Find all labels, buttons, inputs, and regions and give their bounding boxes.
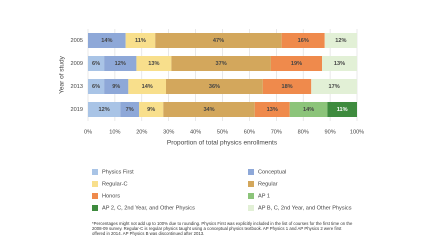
legend-label: Conceptual — [258, 169, 286, 175]
legend-swatch — [248, 181, 254, 187]
legend-swatch — [92, 205, 98, 211]
chart: Year of study Proportion of total physic… — [59, 29, 364, 211]
bar-segment — [128, 79, 167, 94]
bar-segment — [88, 56, 105, 71]
legend-label: Honors — [102, 193, 120, 199]
bar-segment — [155, 33, 282, 48]
data-label: 37% — [216, 61, 227, 67]
bar-segment — [104, 56, 137, 71]
bar-segment — [120, 102, 140, 117]
data-label: 47% — [213, 38, 224, 44]
x-tick-label: 30% — [163, 129, 174, 135]
bar-segment — [289, 102, 328, 117]
bar-segment — [311, 79, 357, 94]
legend-label: AP B, C, 2nd Year, and Other Physics — [258, 205, 352, 211]
x-tick-label: 90% — [324, 129, 335, 135]
data-label: 34% — [203, 107, 214, 113]
data-label: 16% — [298, 38, 309, 44]
data-label: 7% — [126, 107, 134, 113]
legend-swatch — [92, 169, 98, 175]
data-label: 11% — [337, 107, 348, 113]
x-tick-label: 0% — [84, 129, 92, 135]
bar-segment — [171, 56, 271, 71]
bar-segment — [322, 56, 357, 71]
data-label: 12% — [99, 107, 110, 113]
x-tick-label: 10% — [109, 129, 120, 135]
bar-segment — [262, 79, 312, 94]
data-label: 19% — [291, 61, 302, 67]
bar-segment — [88, 79, 105, 94]
y-tick-label: 2019 — [71, 107, 83, 113]
y-tick-label: 2009 — [71, 61, 83, 67]
data-label: 14% — [303, 107, 314, 113]
data-label: 36% — [209, 84, 220, 90]
bar-segment — [163, 102, 255, 117]
data-label: 9% — [112, 84, 120, 90]
data-label: 14% — [101, 38, 112, 44]
bar-segment — [324, 33, 357, 48]
bar-segment — [104, 79, 129, 94]
x-tick-label: 20% — [136, 129, 147, 135]
x-axis-title: Proportion of total physics enrollments — [167, 140, 278, 147]
data-label: 14% — [142, 84, 153, 90]
y-tick-label: 2005 — [71, 38, 83, 44]
legend-label: Regular-C — [102, 181, 128, 187]
legend-swatch — [248, 193, 254, 199]
bar-segment — [166, 79, 263, 94]
x-tick-label: 60% — [244, 129, 255, 135]
bar-segment — [327, 102, 357, 117]
legend-swatch — [92, 193, 98, 199]
x-tick-label: 80% — [298, 129, 309, 135]
data-label: 11% — [135, 38, 146, 44]
x-tick-label: 40% — [190, 129, 201, 135]
data-label: 17% — [329, 84, 340, 90]
data-label: 13% — [148, 61, 159, 67]
x-tick-label: 100% — [350, 129, 364, 135]
data-label: 6% — [92, 84, 100, 90]
data-label: 9% — [147, 107, 155, 113]
y-tick-label: 2013 — [71, 84, 83, 90]
bar-segment — [139, 102, 164, 117]
data-label: 6% — [92, 61, 100, 67]
x-tick-label: 70% — [271, 129, 282, 135]
bar-segment — [136, 56, 172, 71]
legend-swatch — [248, 205, 254, 211]
footnote: *Percentages might not add up to 100% du… — [92, 221, 353, 237]
bar-segment — [281, 33, 325, 48]
x-tick-label: 50% — [217, 129, 228, 135]
bar-segment — [88, 33, 126, 48]
legend-label: Physics First — [102, 169, 134, 175]
data-label: 12% — [335, 38, 346, 44]
legend-label: AP 1 — [258, 193, 270, 199]
legend-swatch — [248, 169, 254, 175]
data-label: 18% — [281, 84, 292, 90]
bar-segment — [270, 56, 323, 71]
legend-swatch — [92, 181, 98, 187]
data-label: 13% — [267, 107, 278, 113]
bar-segment — [125, 33, 156, 48]
data-label: 12% — [115, 61, 126, 67]
y-axis-title: Year of study — [59, 55, 66, 93]
bar-segment — [254, 102, 290, 117]
legend-label: AP 2, C, 2nd Year, and Other Physics — [102, 205, 195, 211]
data-label: 13% — [334, 61, 345, 67]
bar-segment — [88, 102, 121, 117]
legend-label: Regular — [258, 181, 278, 187]
